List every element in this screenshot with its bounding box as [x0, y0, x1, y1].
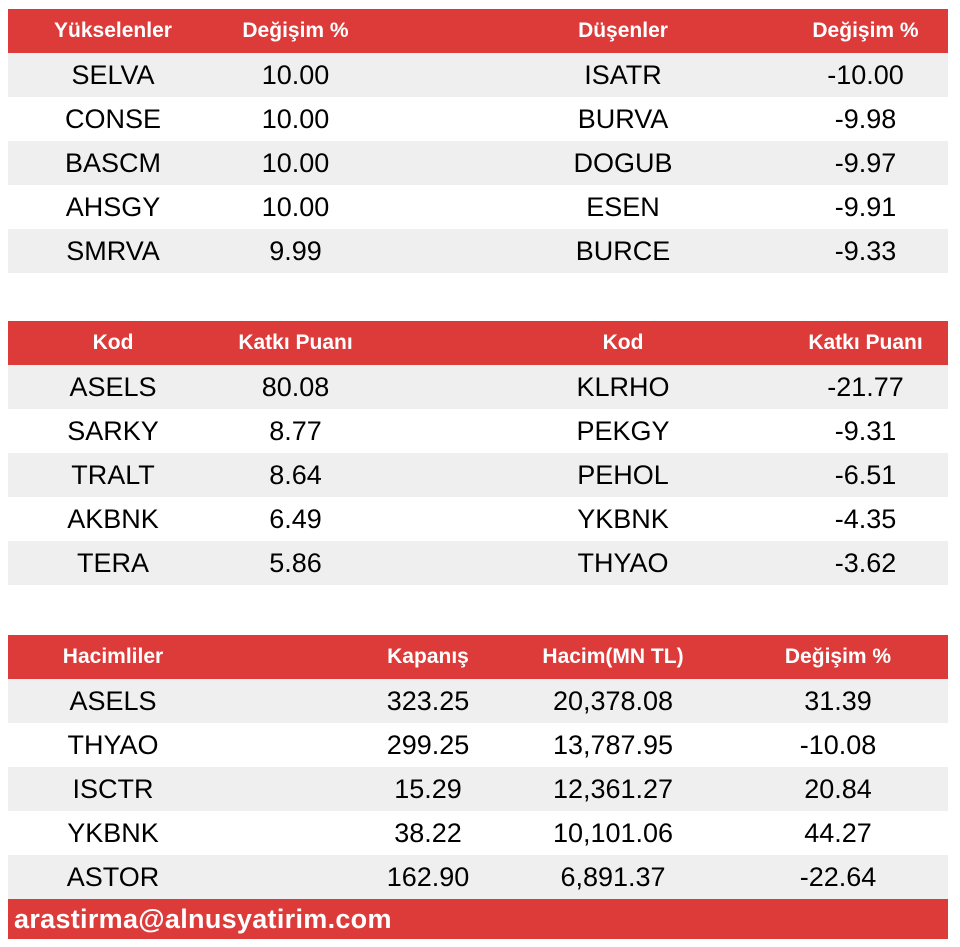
volume-value: 20,378.08	[552, 685, 674, 716]
gainer-code: SMRVA	[66, 235, 160, 266]
table-row: SELVA 10.00 ISATR -10.00	[8, 53, 948, 97]
close-price: 299.25	[386, 729, 470, 760]
positive-code: TERA	[76, 547, 149, 578]
header-close: Kapanış	[387, 645, 469, 668]
stock-code: ISCTR	[72, 773, 154, 804]
change-pct: 31.39	[804, 685, 872, 716]
close-price: 162.90	[386, 861, 470, 892]
negative-points: -21.77	[827, 371, 904, 402]
negative-code: YKBNK	[577, 503, 669, 534]
table-row: SARKY 8.77 PEKGY -9.31	[8, 409, 948, 453]
gainer-code: BASCM	[64, 147, 162, 178]
negative-code: PEHOL	[577, 459, 669, 490]
header-contribution: Katkı Puanı	[808, 331, 923, 354]
negative-points: -9.31	[834, 415, 897, 446]
gainers-losers-table: Yükselenler Değişim % Düşenler Değişim %…	[8, 9, 948, 273]
loser-code: ESEN	[586, 191, 660, 222]
table-row: AHSGY 10.00 ESEN -9.91	[8, 185, 948, 229]
negative-points: -3.62	[834, 547, 897, 578]
table-row: ISCTR 15.29 12,361.27 20.84	[8, 767, 948, 811]
volume-value: 12,361.27	[552, 773, 674, 804]
stock-code: ASELS	[69, 685, 157, 716]
table-row: BASCM 10.00 DOGUB -9.97	[8, 141, 948, 185]
table-row: TRALT 8.64 PEHOL -6.51	[8, 453, 948, 497]
positive-code: AKBNK	[67, 503, 159, 534]
change-pct: -22.64	[799, 861, 877, 892]
table-row: CONSE 10.00 BURVA -9.98	[8, 97, 948, 141]
header-volume-leaders: Hacimliler	[62, 645, 164, 668]
loser-code: BURCE	[575, 235, 671, 266]
gainer-code: AHSGY	[65, 191, 161, 222]
volume-table: Hacimliler Kapanış Hacim(MN TL) Değişim …	[8, 635, 948, 899]
volume-value: 6,891.37	[560, 861, 666, 892]
negative-code: THYAO	[577, 547, 669, 578]
header-contribution: Katkı Puanı	[238, 331, 353, 354]
header-losers: Düşenler	[578, 19, 668, 42]
header-code: Kod	[602, 331, 644, 354]
gainer-change: 9.99	[269, 235, 322, 266]
table-header: Yükselenler Değişim % Düşenler Değişim %	[8, 9, 948, 53]
loser-code: BURVA	[577, 103, 669, 134]
loser-change: -9.33	[834, 235, 897, 266]
change-pct: -10.08	[799, 729, 877, 760]
header-change-pct: Değişim %	[812, 19, 919, 42]
gainer-code: SELVA	[71, 59, 155, 90]
loser-change: -10.00	[827, 59, 904, 90]
change-pct: 44.27	[804, 817, 872, 848]
change-pct: 20.84	[804, 773, 872, 804]
negative-points: -4.35	[834, 503, 897, 534]
header-volume: Hacim(MN TL)	[542, 645, 684, 668]
loser-code: ISATR	[584, 59, 662, 90]
positive-points: 8.64	[269, 459, 322, 490]
close-price: 38.22	[394, 817, 462, 848]
volume-value: 13,787.95	[552, 729, 674, 760]
table-header: Hacimliler Kapanış Hacim(MN TL) Değişim …	[8, 635, 948, 679]
table-row: SMRVA 9.99 BURCE -9.33	[8, 229, 948, 273]
positive-points: 8.77	[269, 415, 322, 446]
negative-code: KLRHO	[576, 371, 670, 402]
loser-change: -9.97	[834, 147, 897, 178]
table-row: ASELS 80.08 KLRHO -21.77	[8, 365, 948, 409]
stock-code: YKBNK	[67, 817, 159, 848]
positive-code: ASELS	[69, 371, 157, 402]
positive-code: SARKY	[67, 415, 159, 446]
gainer-change: 10.00	[261, 191, 330, 222]
gainer-change: 10.00	[261, 147, 330, 178]
positive-points: 6.49	[269, 503, 322, 534]
gainer-code: CONSE	[64, 103, 162, 134]
table-row: ASTOR 162.90 6,891.37 -22.64	[8, 855, 948, 899]
loser-code: DOGUB	[573, 147, 673, 178]
close-price: 323.25	[386, 685, 470, 716]
volume-value: 10,101.06	[552, 817, 674, 848]
contribution-table: Kod Katkı Puanı Kod Katkı Puanı ASELS 80…	[8, 321, 948, 585]
table-row: AKBNK 6.49 YKBNK -4.35	[8, 497, 948, 541]
header-change-pct: Değişim %	[242, 19, 349, 42]
loser-change: -9.98	[834, 103, 897, 134]
gainer-change: 10.00	[261, 103, 330, 134]
table-header: Kod Katkı Puanı Kod Katkı Puanı	[8, 321, 948, 365]
positive-code: TRALT	[71, 459, 155, 490]
table-row: TERA 5.86 THYAO -3.62	[8, 541, 948, 585]
stock-code: ASTOR	[66, 861, 160, 892]
table-row: THYAO 299.25 13,787.95 -10.08	[8, 723, 948, 767]
negative-code: PEKGY	[576, 415, 670, 446]
positive-points: 80.08	[261, 371, 330, 402]
header-change-pct: Değişim %	[784, 645, 892, 668]
negative-points: -6.51	[834, 459, 897, 490]
header-code: Kod	[92, 331, 134, 354]
close-price: 15.29	[394, 773, 462, 804]
table-row: ASELS 323.25 20,378.08 31.39	[8, 679, 948, 723]
header-gainers: Yükselenler	[54, 19, 172, 42]
loser-change: -9.91	[834, 191, 897, 222]
gainer-change: 10.00	[261, 59, 330, 90]
contact-email[interactable]: arastirma@alnusyatirim.com	[14, 903, 392, 934]
footer-email-bar: arastirma@alnusyatirim.com	[8, 899, 948, 939]
positive-points: 5.86	[269, 547, 322, 578]
stock-code: THYAO	[67, 729, 159, 760]
table-row: YKBNK 38.22 10,101.06 44.27	[8, 811, 948, 855]
